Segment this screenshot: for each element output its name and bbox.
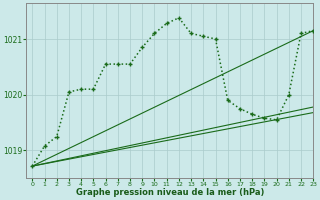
X-axis label: Graphe pression niveau de la mer (hPa): Graphe pression niveau de la mer (hPa): [76, 188, 264, 197]
